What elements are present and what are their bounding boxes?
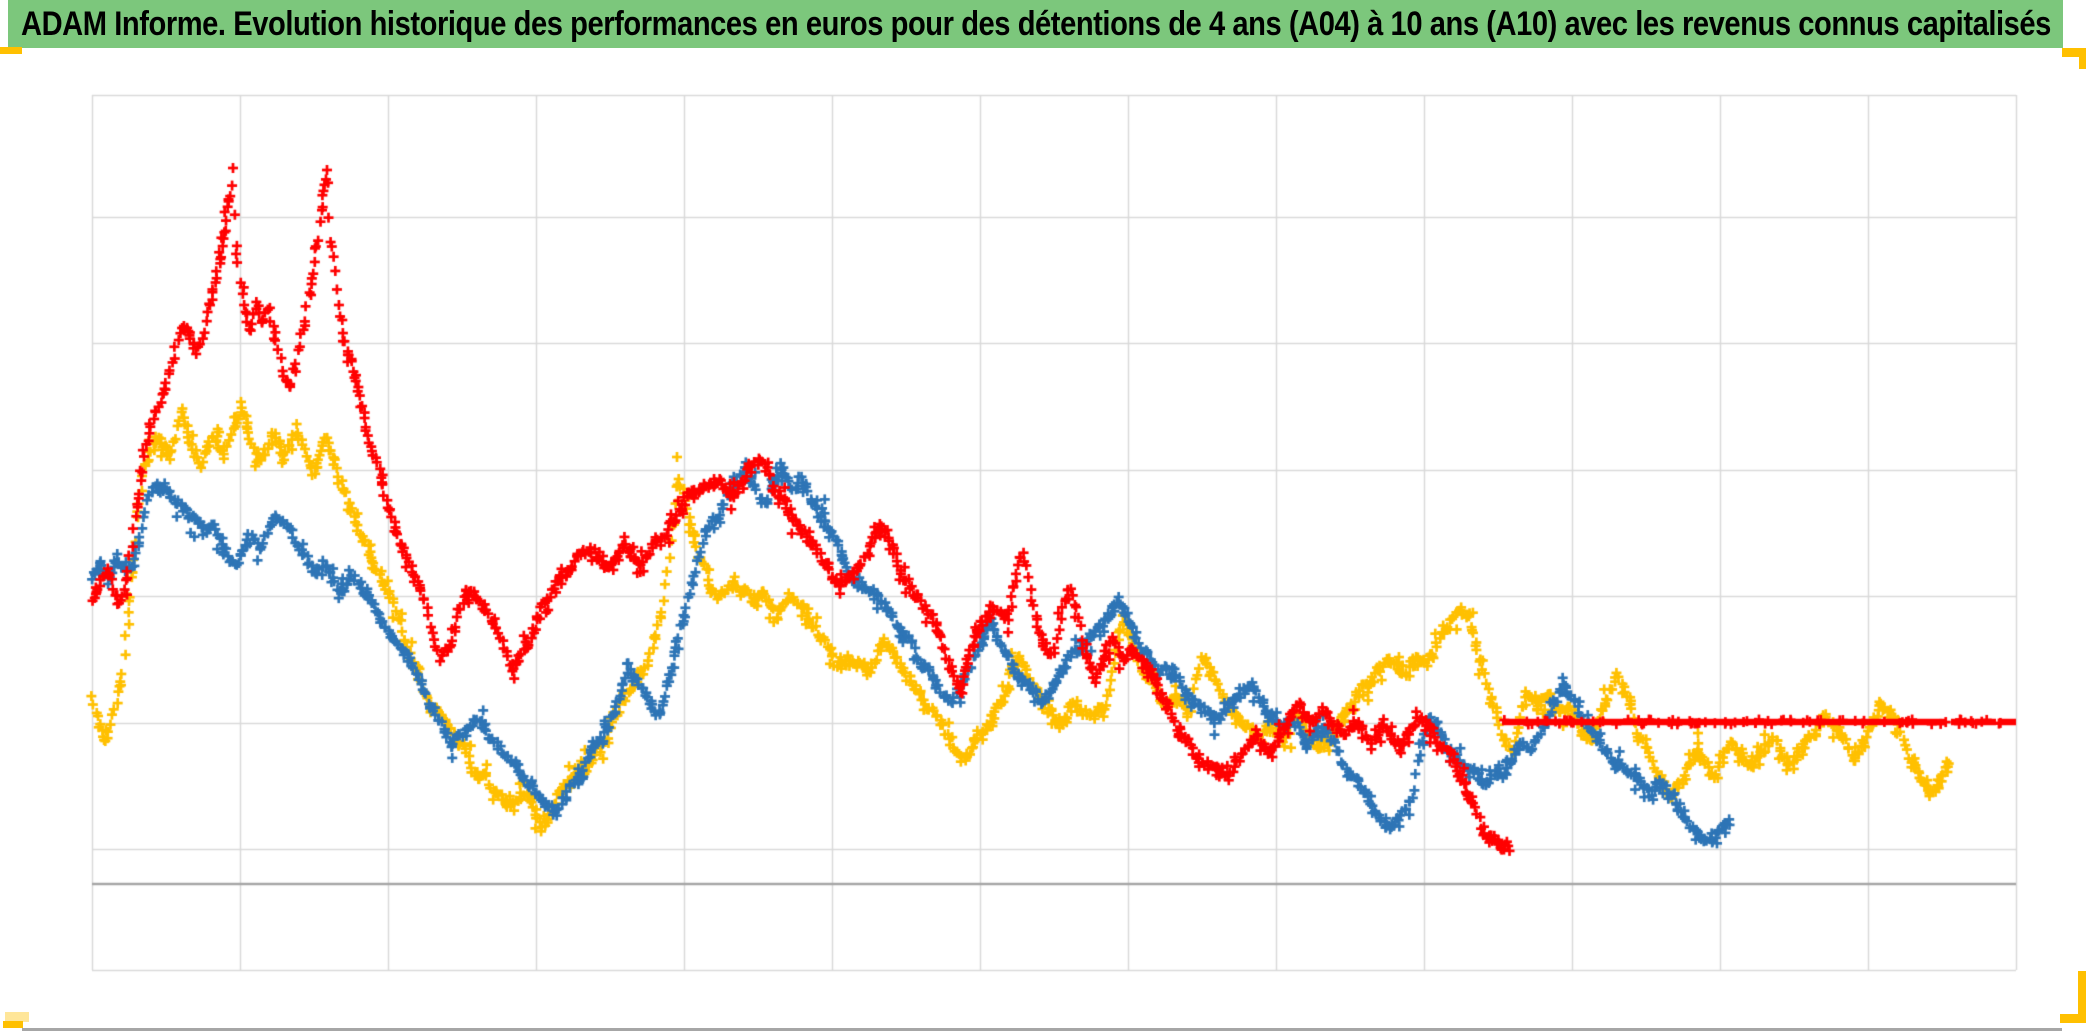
page-root: { "header": { "title": "ADAM Informe. Ev… (0, 0, 2086, 1031)
performance-scatter-chart-canvas (0, 0, 2086, 1031)
